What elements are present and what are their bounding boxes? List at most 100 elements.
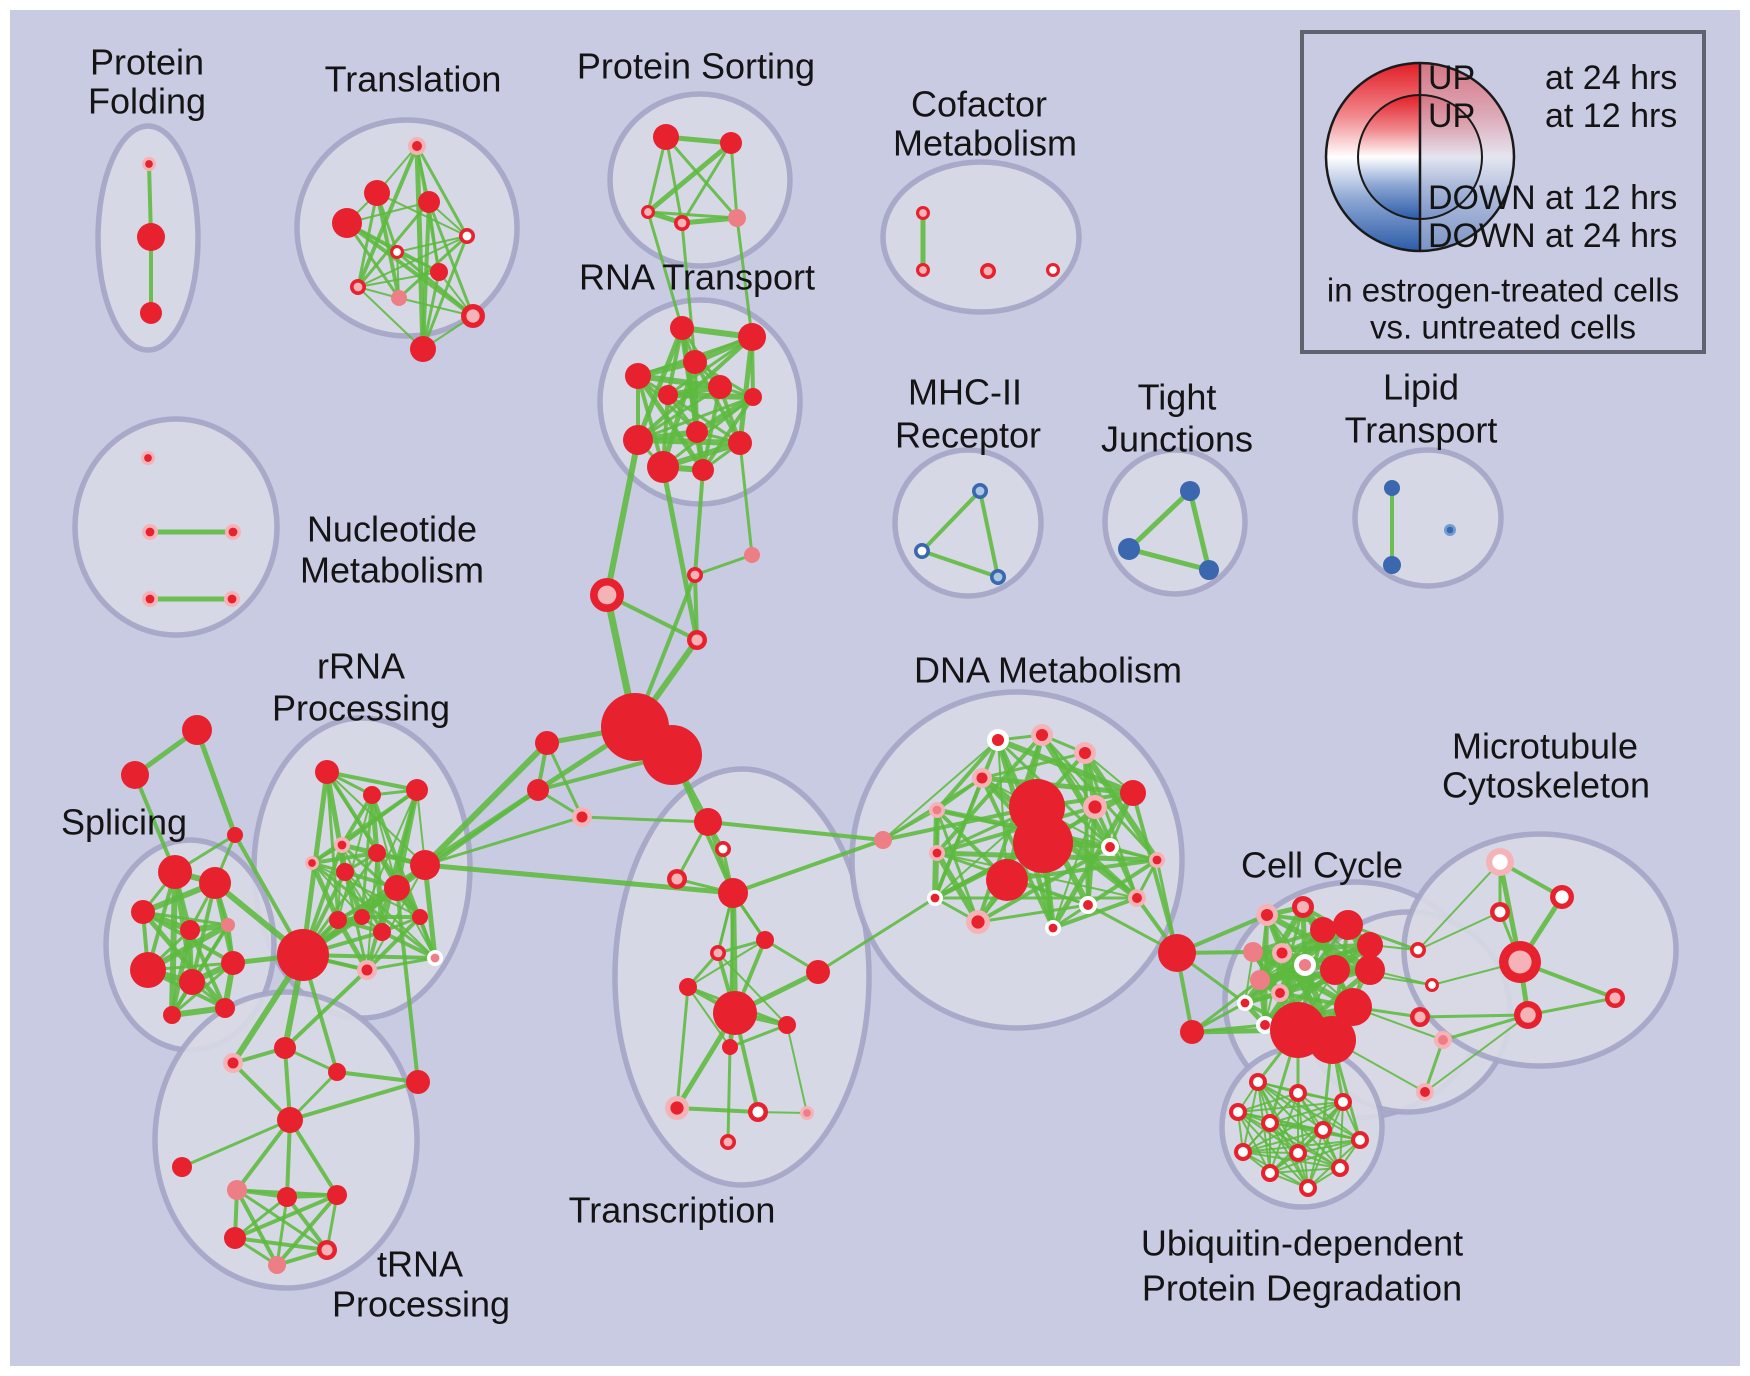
interaction-edge xyxy=(1307,1101,1344,1189)
gene-node xyxy=(430,263,448,281)
interaction-edge xyxy=(731,838,885,895)
interaction-edge xyxy=(336,863,427,922)
gene-node xyxy=(927,890,943,906)
interaction-edge xyxy=(604,437,641,598)
interaction-edge xyxy=(660,464,700,643)
gene-node xyxy=(459,228,475,244)
gene-node xyxy=(625,363,651,389)
gene-node xyxy=(972,768,992,788)
interaction-edge xyxy=(422,740,550,868)
interaction-edge xyxy=(1237,1092,1299,1113)
cluster-trna-processing-label: tRNA xyxy=(377,1244,463,1285)
interaction-edge xyxy=(693,468,705,577)
gene-node xyxy=(728,209,746,227)
interaction-edge xyxy=(1269,1122,1309,1189)
interaction-edge xyxy=(664,135,739,220)
interaction-edge xyxy=(679,215,740,226)
cluster-ubiquitin-degradation-label: Protein Degradation xyxy=(1142,1268,1462,1309)
legend-time-2: at 12 hrs xyxy=(1545,179,1677,217)
interaction-edge xyxy=(646,210,684,330)
gene-node xyxy=(642,725,702,785)
gene-node xyxy=(227,1180,247,1200)
gene-node xyxy=(461,304,485,328)
gene-node xyxy=(1331,1159,1349,1177)
cluster-mhc-ii-receptor xyxy=(892,447,1044,599)
cluster-protein-sorting-label: Protein Sorting xyxy=(577,46,815,87)
gene-node xyxy=(1199,560,1219,580)
gene-node xyxy=(1128,889,1146,907)
gene-node xyxy=(1180,1020,1204,1044)
gene-node xyxy=(137,223,165,251)
interaction-edge xyxy=(169,927,193,1018)
interaction-edge xyxy=(275,1193,339,1267)
gene-node xyxy=(427,950,443,966)
cluster-rrna-processing-label: rRNA xyxy=(317,646,405,687)
interaction-edge xyxy=(1242,1129,1324,1153)
interaction-edge xyxy=(356,200,431,289)
gene-node xyxy=(317,1240,337,1260)
interaction-edge xyxy=(737,334,755,446)
gene-node xyxy=(327,1185,347,1205)
gene-node xyxy=(315,760,339,784)
interaction-edge xyxy=(310,861,437,960)
gene-node xyxy=(163,1006,181,1024)
cluster-lipid-transport-label: Lipid xyxy=(1383,367,1459,408)
interaction-edge xyxy=(738,441,754,557)
gene-node xyxy=(221,918,235,932)
interaction-edge xyxy=(1005,858,1159,882)
gene-node xyxy=(658,385,678,405)
interaction-edge xyxy=(233,1236,329,1252)
interaction-edge xyxy=(1190,978,1262,1034)
gene-node xyxy=(1101,838,1119,856)
gene-node xyxy=(722,1039,738,1055)
gene-node xyxy=(1149,852,1165,868)
interaction-edge xyxy=(366,852,378,971)
gene-node xyxy=(1292,896,1314,918)
gene-node xyxy=(929,802,945,818)
gene-node xyxy=(142,524,158,540)
cluster-translation-label: Translation xyxy=(325,59,502,100)
interaction-edge xyxy=(1423,1038,1445,1094)
gene-node xyxy=(354,909,370,925)
interaction-edge xyxy=(545,741,584,819)
interaction-edge xyxy=(231,1061,292,1122)
gene-node xyxy=(1351,1131,1369,1149)
cluster-protein-sorting xyxy=(607,91,793,269)
cluster-cell-cycle-label: Cell Cycle xyxy=(1241,845,1403,886)
gene-node xyxy=(224,1227,246,1249)
interaction-edge xyxy=(310,851,379,865)
gene-node xyxy=(1289,1084,1307,1102)
gene-node xyxy=(986,859,1028,901)
gene-node xyxy=(373,923,391,941)
gene-node xyxy=(1013,813,1073,873)
gene-node xyxy=(1410,1007,1430,1027)
interaction-edge xyxy=(675,985,690,1110)
cluster-mhc-ii-receptor-label: MHC-II xyxy=(908,372,1022,413)
gene-node xyxy=(130,952,166,988)
gene-node xyxy=(710,945,726,961)
gene-node xyxy=(418,191,440,213)
cluster-lipid-transport-label: Transport xyxy=(1345,410,1498,451)
interaction-edge xyxy=(635,325,685,443)
gene-node xyxy=(1355,955,1385,985)
gene-node xyxy=(140,302,162,324)
gene-node xyxy=(1045,920,1061,936)
gene-node xyxy=(1334,1093,1352,1111)
cluster-transcription-label: Transcription xyxy=(569,1190,776,1231)
gene-node xyxy=(336,863,354,881)
interaction-edge xyxy=(398,297,474,317)
gene-node xyxy=(384,875,410,901)
gene-node xyxy=(800,1106,814,1120)
interaction-edge xyxy=(275,1195,289,1267)
gene-node xyxy=(199,867,231,899)
interaction-edge xyxy=(428,201,440,273)
interaction-edge xyxy=(1131,791,1179,955)
gene-node xyxy=(1120,780,1146,806)
cluster-cofactor-metabolism-label: Metabolism xyxy=(893,123,1077,164)
gene-node xyxy=(806,960,830,984)
cluster-rna-transport-label: RNA Transport xyxy=(579,257,815,298)
gene-node xyxy=(363,786,381,804)
interaction-edge xyxy=(664,135,684,225)
legend-dir-1: UP xyxy=(1428,97,1475,135)
gene-node xyxy=(874,831,892,849)
